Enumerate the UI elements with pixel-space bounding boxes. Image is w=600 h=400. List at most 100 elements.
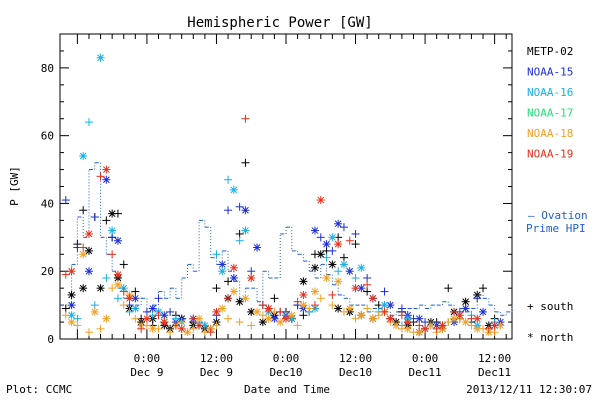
north-point — [426, 321, 435, 330]
north-point — [113, 280, 122, 289]
north-point — [67, 290, 76, 299]
south-point — [241, 114, 250, 123]
north-point — [322, 274, 331, 282]
north-point — [479, 307, 488, 316]
north-point — [247, 274, 256, 282]
north-point — [177, 324, 186, 333]
north-point — [84, 229, 93, 238]
north-point — [102, 314, 111, 323]
series-legend: METP-02 NOAA-15 NOAA-16 NOAA-17 NOAA-18 NOAA-… — [527, 45, 573, 161]
south-point — [177, 318, 186, 327]
south-point — [79, 243, 88, 252]
south-point — [171, 321, 180, 330]
y-tick-label: 40 — [41, 197, 54, 210]
north-point — [438, 321, 447, 330]
north-point — [84, 267, 93, 276]
north-point — [345, 304, 354, 313]
south-point — [84, 328, 93, 337]
ovation-hpi-line — [60, 162, 513, 316]
north-point — [241, 294, 250, 303]
north-point — [218, 260, 227, 269]
south-point — [432, 324, 441, 333]
north-point — [229, 274, 238, 282]
south-point — [247, 321, 256, 330]
south-point — [310, 301, 319, 310]
legend-entry: NOAA-18 — [527, 127, 573, 140]
north-point — [160, 318, 169, 327]
symbol-legend-entry: + south — [527, 300, 573, 313]
legend-entry: NOAA-19 — [527, 148, 573, 161]
y-axis-label: P [GW] — [8, 166, 21, 206]
south-point — [224, 277, 233, 286]
north-point — [113, 270, 122, 279]
x-tick-day: Dec10 — [339, 366, 372, 379]
south-point — [258, 301, 267, 310]
north-point — [345, 267, 354, 276]
south-point — [131, 314, 140, 323]
north-point — [253, 307, 262, 316]
south-point — [276, 307, 285, 316]
south-point — [339, 223, 348, 232]
north-point — [102, 165, 111, 174]
south-point — [108, 284, 117, 293]
south-point — [90, 213, 99, 221]
north-point — [310, 287, 319, 296]
north-point — [334, 240, 343, 249]
north-point — [299, 301, 308, 310]
south-point — [444, 284, 453, 293]
north-point — [299, 290, 308, 299]
south-point — [293, 297, 302, 306]
north-point — [67, 301, 76, 310]
south-point — [235, 318, 244, 327]
south-point — [154, 311, 163, 320]
south-point — [206, 328, 215, 337]
south-point — [113, 294, 122, 303]
symbol-legend-entry: * north — [527, 331, 573, 344]
north-point — [229, 287, 238, 296]
north-point — [334, 219, 343, 228]
south-point — [316, 233, 325, 242]
north-point — [218, 304, 227, 313]
north-point — [322, 240, 331, 249]
south-point — [224, 314, 233, 323]
south-point — [166, 307, 175, 316]
south-point — [415, 321, 424, 330]
north-point — [455, 311, 464, 320]
south-point — [224, 175, 233, 184]
north-point — [131, 304, 140, 313]
north-point — [380, 301, 389, 310]
north-point — [310, 263, 319, 272]
south-point — [339, 253, 348, 262]
south-point — [212, 284, 221, 293]
y-tick-label: 80 — [41, 62, 54, 75]
south-point — [154, 294, 163, 303]
north-point — [490, 321, 499, 330]
x-tick-time: 12:00 — [339, 352, 372, 365]
south-point — [189, 314, 198, 323]
south-point — [171, 314, 180, 323]
south-point — [235, 202, 244, 211]
x-tick-time: 0:00 — [412, 352, 439, 365]
north-point — [328, 260, 337, 269]
north-point — [316, 250, 325, 259]
south-point — [363, 280, 372, 289]
north-point — [357, 263, 366, 272]
north-point — [386, 314, 395, 323]
south-point — [293, 321, 302, 330]
south-point — [305, 304, 314, 313]
south-point — [212, 250, 221, 259]
south-point — [479, 284, 488, 293]
legend-entry: NOAA-15 — [527, 66, 573, 79]
north-point — [473, 314, 482, 323]
south-point — [467, 321, 476, 330]
north-point — [113, 236, 122, 245]
south-point — [224, 206, 233, 215]
ovation-legend-line1: — Ovation — [528, 209, 588, 222]
south-point — [166, 328, 175, 337]
south-point — [328, 301, 337, 310]
north-point — [461, 304, 470, 313]
north-point — [258, 318, 267, 327]
south-point — [212, 321, 221, 330]
south-point — [397, 304, 406, 313]
south-point — [125, 307, 134, 316]
